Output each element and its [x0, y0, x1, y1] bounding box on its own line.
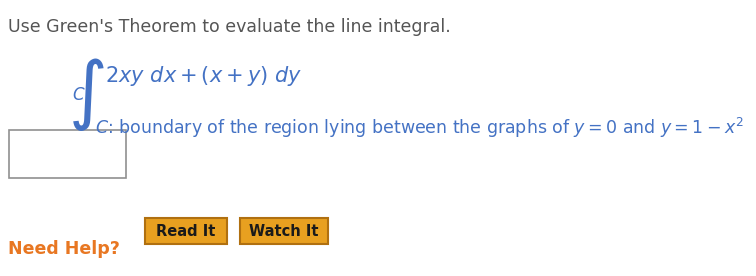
Text: Read It: Read It [156, 224, 215, 238]
Text: $\int$: $\int$ [68, 56, 104, 133]
Text: Need Help?: Need Help? [8, 240, 120, 258]
Text: $C$: $C$ [72, 86, 85, 104]
Text: $2xy\ dx + (x + y)\ dy$: $2xy\ dx + (x + y)\ dy$ [105, 64, 302, 88]
Bar [9, 130, 126, 178]
Text: $C$: boundary of the region lying between the graphs of $y = 0$ and $y = 1 - x^2: $C$: boundary of the region lying betwee… [95, 116, 744, 140]
Bar [145, 218, 227, 244]
Text: Use Green's Theorem to evaluate the line integral.: Use Green's Theorem to evaluate the line… [8, 18, 451, 36]
Text: Watch It: Watch It [249, 224, 319, 238]
Bar [240, 218, 328, 244]
